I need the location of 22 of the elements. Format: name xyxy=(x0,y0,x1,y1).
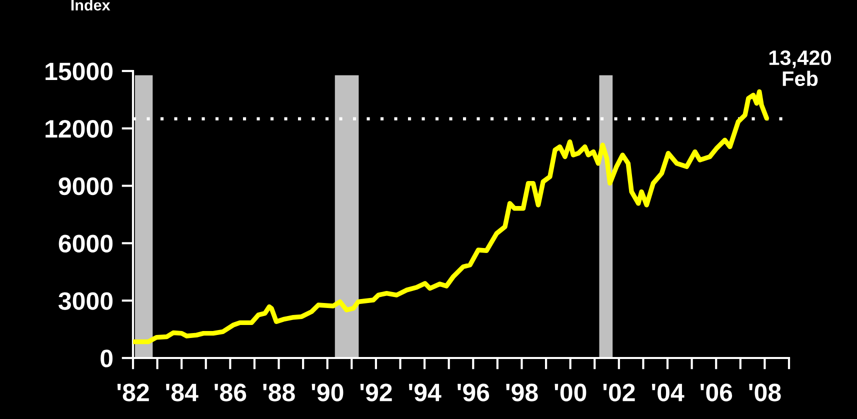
x-tick-label: '86 xyxy=(214,384,246,402)
x-tick-label: '02 xyxy=(603,384,635,402)
y-tick-label: 6000 xyxy=(58,234,113,253)
y-tick-label: 15000 xyxy=(46,62,113,80)
x-tick-label: '06 xyxy=(700,384,732,402)
y-tick-label: 12000 xyxy=(46,120,113,138)
x-tick-label: '94 xyxy=(409,384,442,402)
x-tick-label: '00 xyxy=(554,384,586,402)
x-tick-label: '96 xyxy=(458,384,490,402)
annotation: 13,420 Feb xyxy=(769,50,832,86)
y-tick-label: 3000 xyxy=(58,292,113,310)
line-series xyxy=(133,89,770,344)
y-tick-label: 9000 xyxy=(58,177,113,196)
x-tick-label: '08 xyxy=(749,384,781,402)
x-tick-label: '04 xyxy=(652,384,684,402)
x-tick-label: '98 xyxy=(506,384,538,402)
x-tick-label: '92 xyxy=(360,384,392,402)
x-tick-label: '90 xyxy=(312,384,344,402)
x-tick-label: '88 xyxy=(263,384,295,402)
y-tick-label: 0 xyxy=(100,350,113,368)
x-tick-label: '84 xyxy=(166,384,198,402)
x-tick-label: '82 xyxy=(117,384,149,402)
